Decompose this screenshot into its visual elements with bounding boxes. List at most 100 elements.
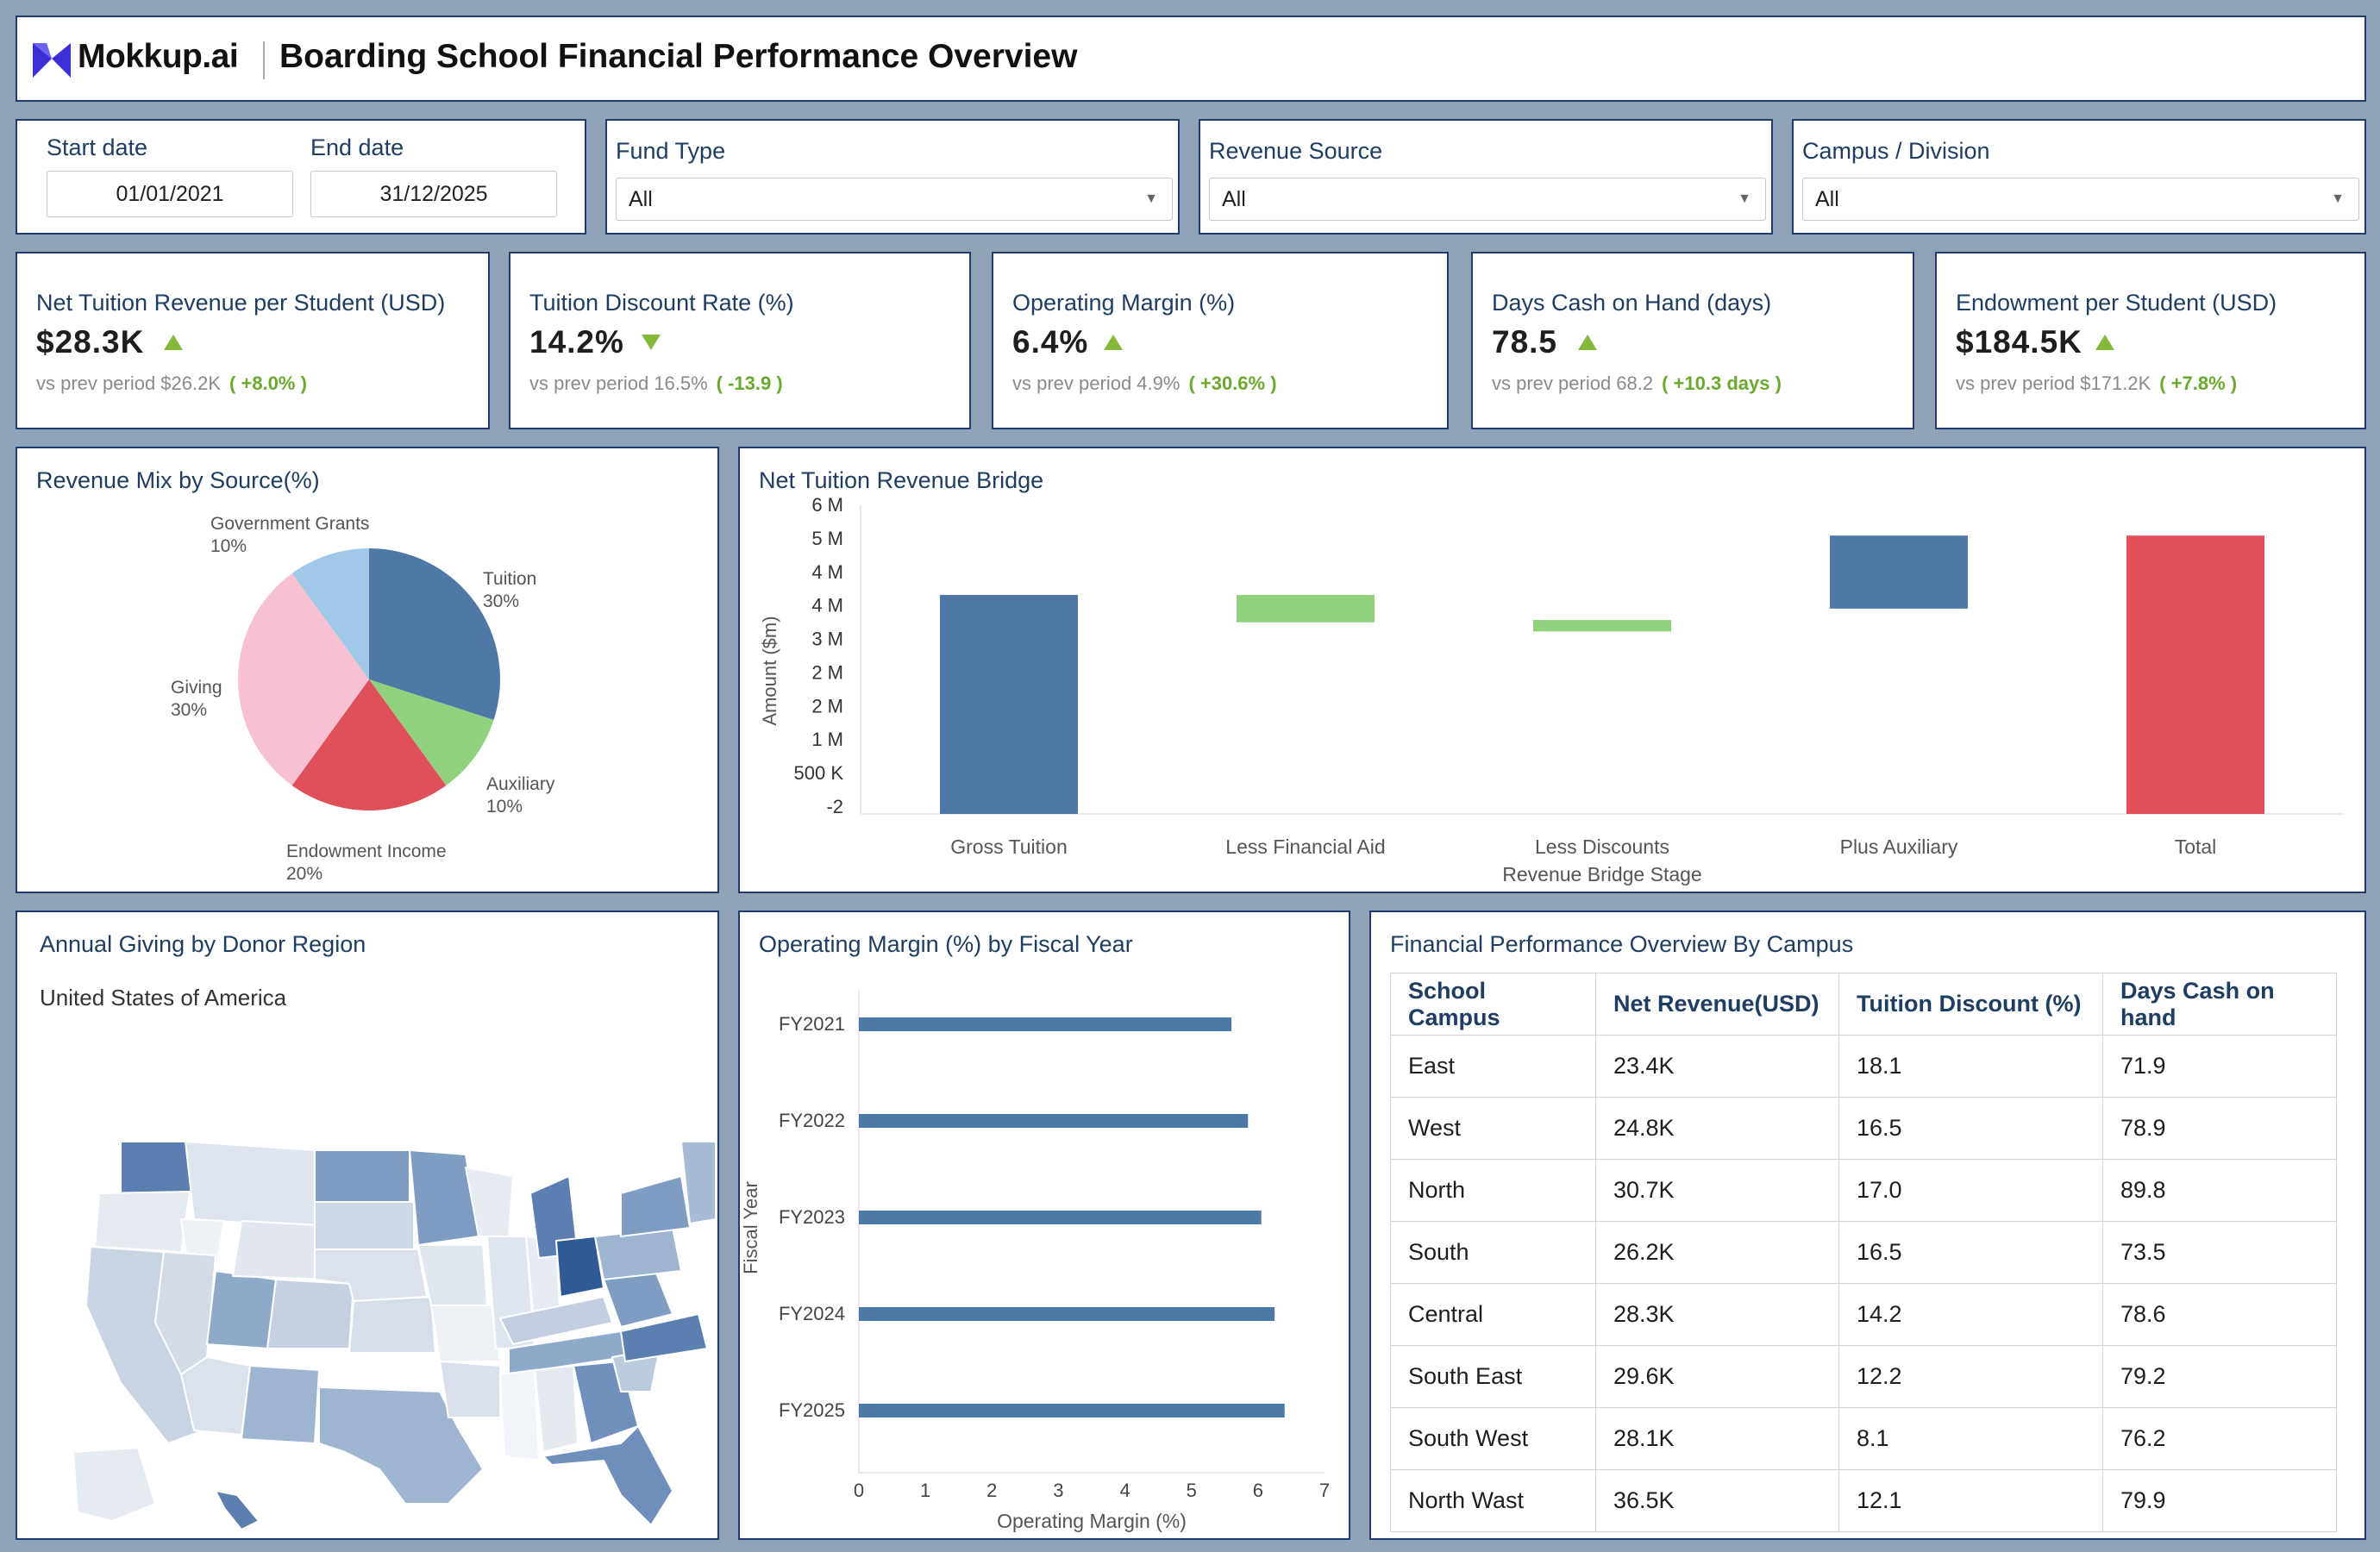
table-header-row: School Campus Net Revenue(USD) Tuition D… (1390, 973, 2337, 1036)
kpi-value: 14.2% (529, 324, 624, 360)
kpi-comparison: vs prev period $26.2K ( +8.0% ) (36, 372, 307, 395)
table-row[interactable]: North 30.7K 17.0 89.8 (1390, 1159, 2337, 1222)
table-row[interactable]: South 26.2K 16.5 73.5 (1390, 1221, 2337, 1284)
kpi-title: Operating Margin (%) (1012, 290, 1236, 316)
campus-table-title: Financial Performance Overview By Campus (1390, 931, 1854, 957)
kpi-prev: vs prev period 16.5% (529, 372, 708, 394)
revenue-source-select[interactable]: All ▼ (1209, 178, 1766, 221)
map-state (542, 1425, 673, 1526)
table-cell: 12.2 (1838, 1345, 2103, 1408)
kpi-title: Net Tuition Revenue per Student (USD) (36, 290, 446, 316)
x-tick-label: 1 (920, 1480, 930, 1501)
y-tick-label: 6 M (811, 494, 843, 516)
x-axis-title: Revenue Bridge Stage (1502, 863, 1701, 886)
trend-up-icon (1578, 335, 1597, 350)
table-cell: 79.9 (2102, 1469, 2337, 1532)
fund-type-select[interactable]: All ▼ (616, 178, 1173, 221)
trend-up-icon (1104, 335, 1123, 350)
map-state (620, 1175, 691, 1237)
table-cell: 29.6K (1595, 1345, 1839, 1408)
map-state (314, 1201, 415, 1250)
table-cell: Central (1390, 1283, 1596, 1346)
kpi-card-net-tuition: Net Tuition Revenue per Student (USD) $2… (16, 252, 490, 429)
end-date-input[interactable]: 31/12/2025 (310, 171, 557, 217)
map-region-label: United States of America (40, 985, 287, 1011)
map-state (206, 1270, 277, 1349)
map-state (241, 1365, 320, 1444)
us-choropleth-map[interactable] (17, 1021, 717, 1538)
table-cell: 73.5 (2102, 1221, 2337, 1284)
campus-select[interactable]: All ▼ (1802, 178, 2359, 221)
kpi-card-days-cash: Days Cash on Hand (days) 78.5 vs prev pe… (1471, 252, 1914, 429)
table-cell: North Wast (1390, 1469, 1596, 1532)
pie-value-label: 10% (486, 797, 523, 817)
kpi-prev: vs prev period $171.2K (1956, 372, 2151, 394)
pie-label: Tuition (483, 569, 536, 589)
kpi-comparison: vs prev period 68.2 ( +10.3 days ) (1492, 372, 1782, 395)
pie-slice[interactable] (369, 548, 500, 720)
table-row[interactable]: North Wast 36.5K 12.1 79.9 (1390, 1469, 2337, 1532)
x-tick-label: 3 (1053, 1480, 1063, 1501)
campus-filter-panel: Campus / Division All ▼ (1792, 119, 2366, 235)
bridge-bar[interactable] (2126, 535, 2264, 814)
x-tick-label: Total (2175, 835, 2217, 858)
x-tick-label: 5 (1187, 1480, 1197, 1501)
revenue-source-value: All (1222, 187, 1246, 211)
table-row[interactable]: Central 28.3K 14.2 78.6 (1390, 1283, 2337, 1346)
revenue-mix-title: Revenue Mix by Source(%) (36, 467, 320, 493)
table-cell: 18.1 (1838, 1035, 2103, 1098)
map-state (603, 1270, 673, 1328)
x-tick-label: Less Financial Aid (1225, 835, 1385, 858)
y-tick-label: 2 M (811, 661, 843, 683)
margin-bar[interactable] (859, 1307, 1275, 1321)
kpi-change: ( +7.8% ) (2159, 372, 2238, 394)
operating-margin-panel: Operating Margin (%) by Fiscal Year FY20… (738, 911, 1350, 1540)
pie-slice[interactable] (238, 573, 369, 785)
column-header[interactable]: School Campus (1390, 973, 1596, 1036)
column-header[interactable]: Tuition Discount (%) (1838, 973, 2103, 1036)
map-state (499, 1369, 540, 1461)
y-tick-label: 4 M (811, 595, 843, 616)
table-cell: East (1390, 1035, 1596, 1098)
kpi-card-discount-rate: Tuition Discount Rate (%) 14.2% vs prev … (509, 252, 971, 429)
map-state (215, 1490, 260, 1530)
column-header[interactable]: Net Revenue(USD) (1595, 973, 1839, 1036)
table-cell: South West (1390, 1407, 1596, 1470)
date-filter-panel: Start date End date 01/01/2021 31/12/202… (16, 119, 586, 235)
pie-slice[interactable] (291, 679, 447, 810)
margin-bar[interactable] (859, 1211, 1262, 1224)
kpi-change: ( +10.3 days ) (1662, 372, 1782, 394)
start-date-input[interactable]: 01/01/2021 (47, 171, 293, 217)
margin-bar[interactable] (859, 1114, 1249, 1128)
margin-bar[interactable] (859, 1017, 1231, 1031)
pie-slice[interactable] (291, 548, 369, 679)
kpi-title: Days Cash on Hand (days) (1492, 290, 1772, 316)
header-bar: Mokkup.ai Boarding School Financial Perf… (16, 16, 2366, 102)
bridge-bar[interactable] (1830, 535, 1968, 609)
pie-slice[interactable] (369, 679, 494, 785)
table-cell: 79.2 (2102, 1345, 2337, 1408)
table-row[interactable]: South West 28.1K 8.1 76.2 (1390, 1407, 2337, 1470)
kpi-value: $28.3K (36, 324, 145, 360)
table-cell: 30.7K (1595, 1159, 1839, 1222)
table-cell: South East (1390, 1345, 1596, 1408)
y-tick-label: 1 M (811, 729, 843, 750)
header-divider (263, 41, 265, 79)
map-state (620, 1313, 708, 1362)
table-row[interactable]: South East 29.6K 12.2 79.2 (1390, 1345, 2337, 1408)
table-row[interactable]: East 23.4K 18.1 71.9 (1390, 1035, 2337, 1098)
bridge-bar[interactable] (940, 594, 1078, 814)
kpi-card-operating-margin: Operating Margin (%) 6.4% vs prev period… (992, 252, 1449, 429)
y-tick-label: 4 M (811, 561, 843, 583)
margin-bar[interactable] (859, 1404, 1285, 1417)
bridge-bar[interactable] (1237, 594, 1375, 623)
table-row[interactable]: West 24.8K 16.5 78.9 (1390, 1097, 2337, 1160)
pie-value-label: 30% (171, 700, 207, 720)
map-state (439, 1361, 501, 1418)
chevron-down-icon: ▼ (1738, 191, 1751, 206)
bridge-bar[interactable] (1533, 620, 1671, 632)
column-header[interactable]: Days Cash on hand (2102, 973, 2337, 1036)
operating-margin-chart: FY2021 FY2022 FY2023 FY2024 FY2025 0 1 2 3 4 5 6 7 Op… (740, 990, 1330, 1532)
campus-table-panel: Financial Performance Overview By Campus… (1369, 911, 2366, 1540)
table-cell: 89.8 (2102, 1159, 2337, 1222)
